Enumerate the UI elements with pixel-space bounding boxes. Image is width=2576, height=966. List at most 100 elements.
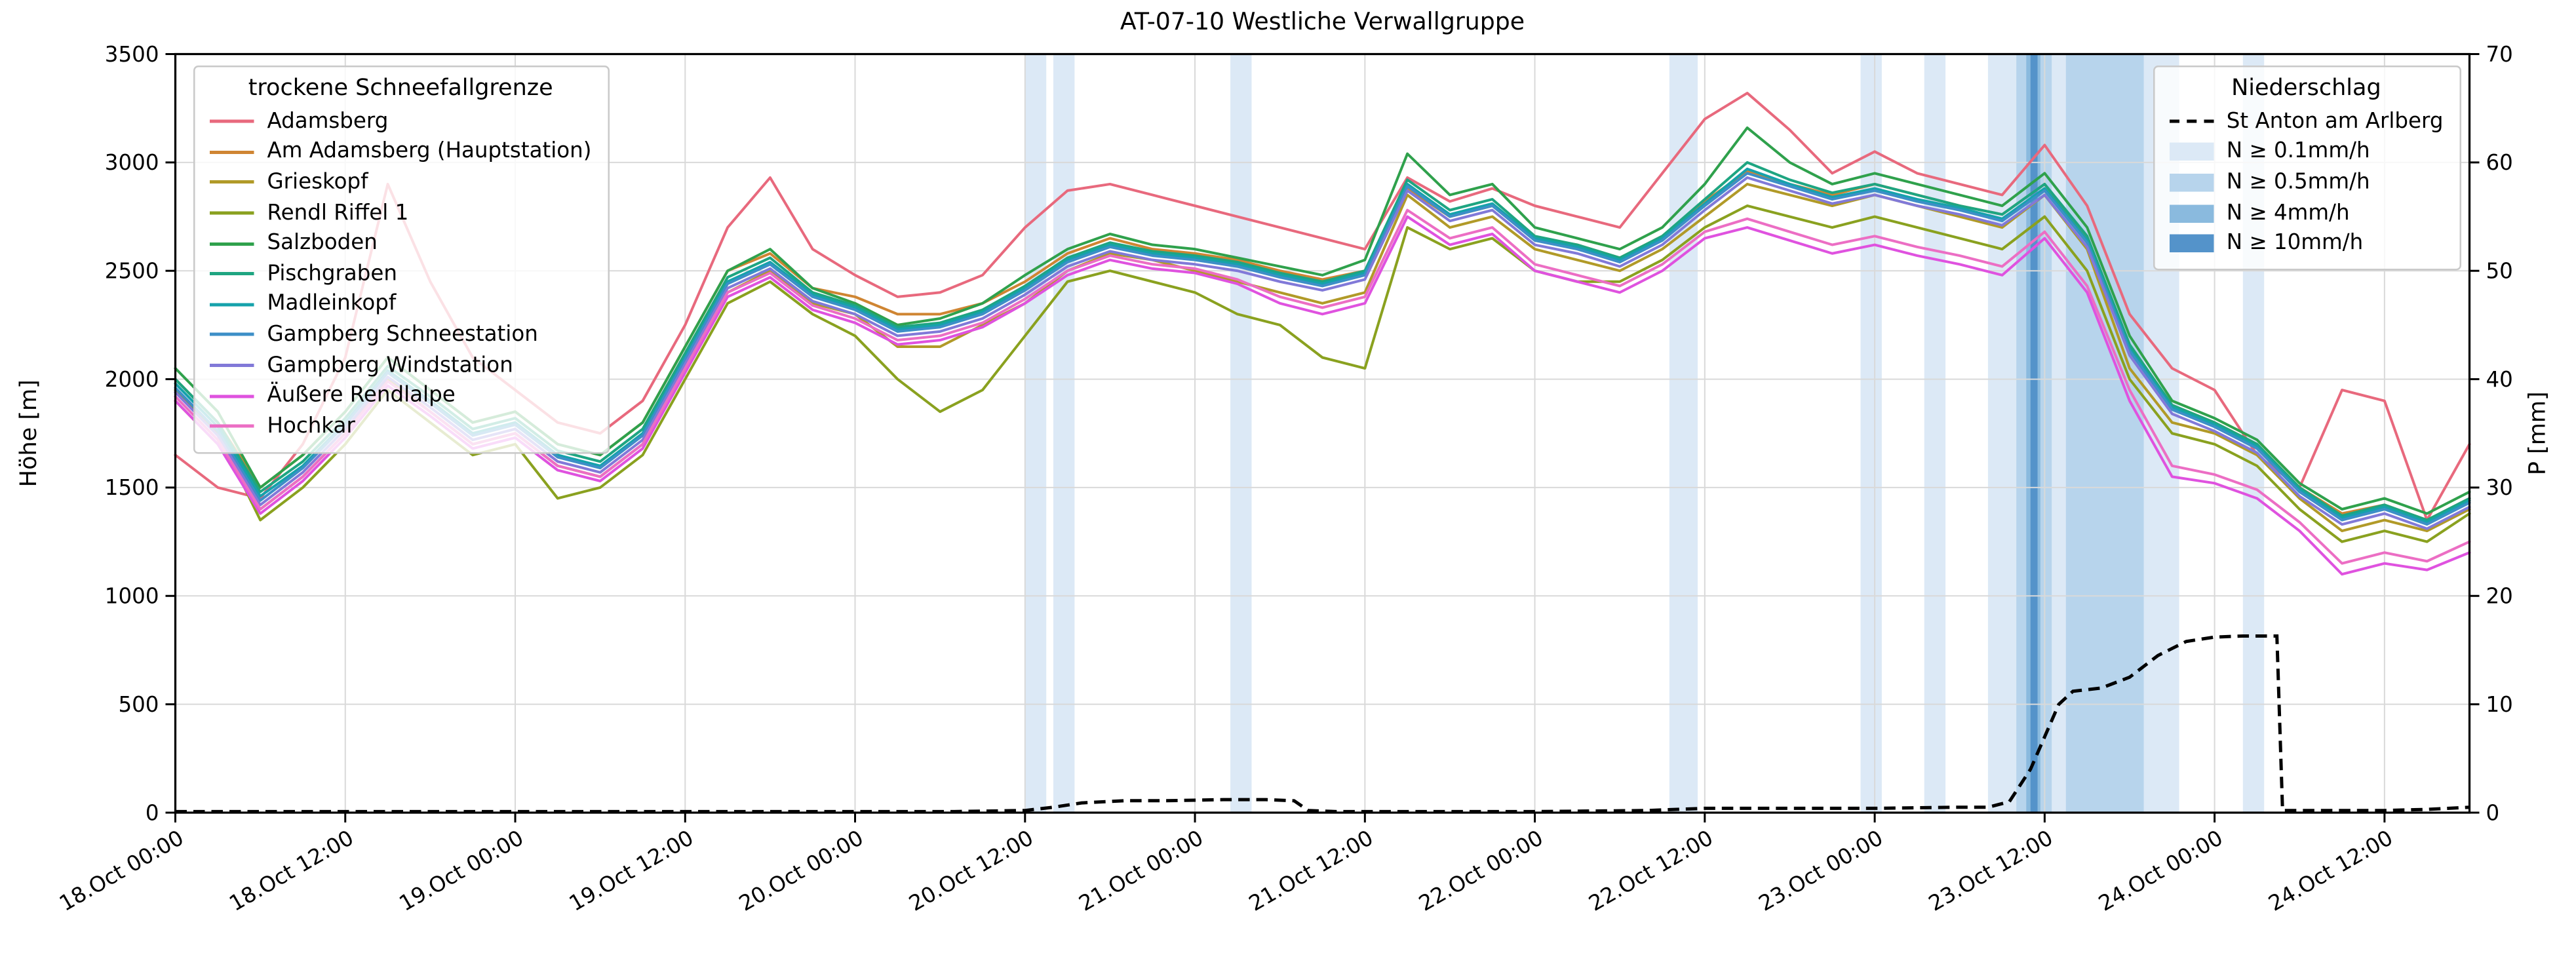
legend-label: Äußere Rendlalpe	[267, 383, 456, 408]
legend-snowline-title: trockene Schneefallgrenze	[248, 75, 553, 102]
legend-label: N ≥ 4mm/h	[2226, 201, 2350, 225]
precip-band	[1669, 54, 1698, 813]
snowline-series	[174, 92, 2471, 576]
precip-band	[1053, 54, 1075, 813]
x-tick-label: 22.Oct 12:00	[1584, 825, 1717, 916]
precip-band	[1230, 54, 1252, 813]
x-tick-label: 24.Oct 12:00	[2264, 825, 2396, 916]
precip-bands	[1025, 54, 2265, 813]
x-tick-label: 24.Oct 00:00	[2094, 825, 2227, 916]
y-left-tick-label: 2000	[105, 367, 159, 392]
series-line-madleinkopf	[174, 167, 2471, 524]
y-left-tick-label: 2500	[105, 258, 159, 283]
line-swatch-icon	[210, 181, 254, 185]
legend-entry-salzboden: Salzboden	[210, 228, 591, 258]
y-right-tick-label: 50	[2486, 258, 2513, 283]
y-right-axis-label: P [mm]	[2525, 391, 2551, 475]
line-swatch-icon	[210, 303, 254, 307]
precip-band	[1025, 54, 1047, 813]
legend-entry-n-4mm-h: N ≥ 4mm/h	[2169, 198, 2443, 228]
line-swatch-icon	[210, 150, 254, 154]
legend-precip-title: Niederschlag	[2231, 75, 2381, 102]
y-right-tick-label: 40	[2486, 367, 2513, 392]
plot-spine	[174, 52, 2471, 814]
legend-label: Grieskopf	[267, 170, 368, 195]
y-right-tick-label: 70	[2486, 42, 2513, 67]
line-swatch-icon	[210, 242, 254, 246]
line-swatch-icon	[210, 272, 254, 276]
legend-label: Am Adamsberg (Hauptstation)	[267, 140, 592, 164]
x-tick-label: 20.Oct 00:00	[735, 825, 867, 916]
y-left-tick-label: 1500	[105, 475, 159, 500]
legend-entry-pischgraben: Pischgraben	[210, 259, 591, 289]
legend-precip-entries: St Anton am Arlberg N ≥ 0.1mm/h N ≥ 0.5mm/…	[2169, 107, 2444, 259]
x-tick-label: 23.Oct 12:00	[1924, 825, 2057, 916]
line-swatch-icon	[210, 211, 254, 215]
legend-precip: Niederschlag St Anton am Arlberg N ≥ 0.1m…	[2153, 66, 2461, 271]
precip-cumulative-line	[175, 634, 2470, 813]
legend-entry-hochkar: Hochkar	[210, 411, 591, 441]
legend-label: Madleinkopf	[267, 292, 397, 317]
legend-label: Gampberg Windstation	[267, 353, 513, 378]
precip-band	[2030, 54, 2038, 813]
line-swatch-icon	[210, 394, 254, 398]
x-tick-label: 22.Oct 00:00	[1415, 825, 1547, 916]
x-tick-label: 19.Oct 00:00	[395, 825, 528, 916]
legend-entry-st-anton-am-arlberg: St Anton am Arlberg	[2169, 107, 2444, 137]
precip-band	[1924, 54, 1946, 813]
series-line-hochkar	[174, 208, 2471, 565]
band-swatch-icon	[2169, 234, 2214, 253]
legend-entry-n-0-1mm-h: N ≥ 0.1mm/h	[2169, 137, 2443, 167]
legend-entry-n-0-5mm-h: N ≥ 0.5mm/h	[2169, 167, 2443, 197]
x-tick-label: 23.Oct 00:00	[1755, 825, 1887, 916]
precip-band	[1860, 54, 1882, 813]
y-left-tick-label: 500	[118, 692, 159, 717]
x-tick-label: 21.Oct 12:00	[1245, 825, 1377, 916]
y-left-tick-label: 0	[146, 800, 159, 825]
chart-title: AT-07-10 Westliche Verwallgruppe	[1120, 10, 1525, 36]
legend-entry-gampberg-schneestation: Gampberg Schneestation	[210, 320, 591, 350]
legend-label: Pischgraben	[267, 261, 397, 286]
legend-snowline-entries: Adamsberg Am Adamsberg (Hauptstation) Grie…	[210, 107, 591, 442]
y-left-tick-label: 3000	[105, 150, 159, 175]
y-right-tick-label: 0	[2486, 800, 2500, 825]
legend-entry-am-adamsberg-hauptstation: Am Adamsberg (Hauptstation)	[210, 137, 591, 167]
legend-entry-äußere-rendlalpe: Äußere Rendlalpe	[210, 381, 591, 411]
x-tick-label: 18.Oct 00:00	[55, 825, 187, 916]
line-swatch-icon	[210, 333, 254, 337]
legend-snowline: trockene Schneefallgrenze Adamsberg Am Ad…	[193, 66, 610, 454]
legend-label: Salzboden	[267, 231, 378, 256]
band-swatch-icon	[2169, 143, 2214, 161]
line-swatch-icon	[210, 425, 254, 429]
legend-label: N ≥ 0.5mm/h	[2226, 170, 2370, 195]
y-right-tick-label: 20	[2486, 584, 2513, 609]
series-line-äußere-rendlalpe	[174, 215, 2471, 576]
legend-label: N ≥ 0.1mm/h	[2226, 140, 2370, 164]
y-right-tick-label: 30	[2486, 475, 2513, 500]
series-line-gampberg-windstation	[174, 176, 2471, 530]
legend-entry-grieskopf: Grieskopf	[210, 167, 591, 197]
legend-entry-gampberg-windstation: Gampberg Windstation	[210, 350, 591, 380]
series-line-rendl-riffel-1	[174, 204, 2471, 543]
x-tick-label: 18.Oct 12:00	[225, 825, 357, 916]
legend-entry-n-10mm-h: N ≥ 10mm/h	[2169, 228, 2443, 258]
legend-entry-adamsberg: Adamsberg	[210, 107, 591, 137]
line-swatch-icon	[210, 120, 254, 124]
legend-label: Rendl Riffel 1	[267, 201, 409, 225]
precip-band	[2065, 54, 2144, 813]
y-left-tick-label: 3500	[105, 42, 159, 67]
legend-entry-madleinkopf: Madleinkopf	[210, 289, 591, 319]
band-swatch-icon	[2169, 173, 2214, 192]
x-tick-label: 21.Oct 00:00	[1075, 825, 1207, 916]
legend-label: St Anton am Arlberg	[2226, 109, 2444, 134]
x-tick-label: 19.Oct 12:00	[565, 825, 697, 916]
legend-label: Hochkar	[267, 414, 355, 439]
x-tick-label: 20.Oct 12:00	[905, 825, 1037, 916]
series-line-gampberg-schneestation	[174, 172, 2471, 526]
legend-label: Gampberg Schneestation	[267, 322, 538, 347]
y-right-tick-label: 60	[2486, 150, 2513, 175]
line-swatch-icon	[210, 364, 254, 368]
legend-entry-rendl-riffel-1: Rendl Riffel 1	[210, 198, 591, 228]
legend-label: N ≥ 10mm/h	[2226, 231, 2364, 256]
